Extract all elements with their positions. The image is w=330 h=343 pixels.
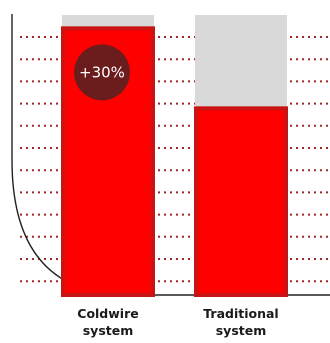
category-label: Coldwire system — [77, 306, 138, 338]
category-label: Traditional system — [203, 306, 278, 338]
annotation: +30% — [74, 44, 130, 101]
bar — [194, 106, 288, 298]
annotation-label: +30% — [79, 63, 125, 81]
category-labels: Coldwire system Traditional system — [77, 306, 278, 338]
annotation-badge — [74, 44, 130, 101]
